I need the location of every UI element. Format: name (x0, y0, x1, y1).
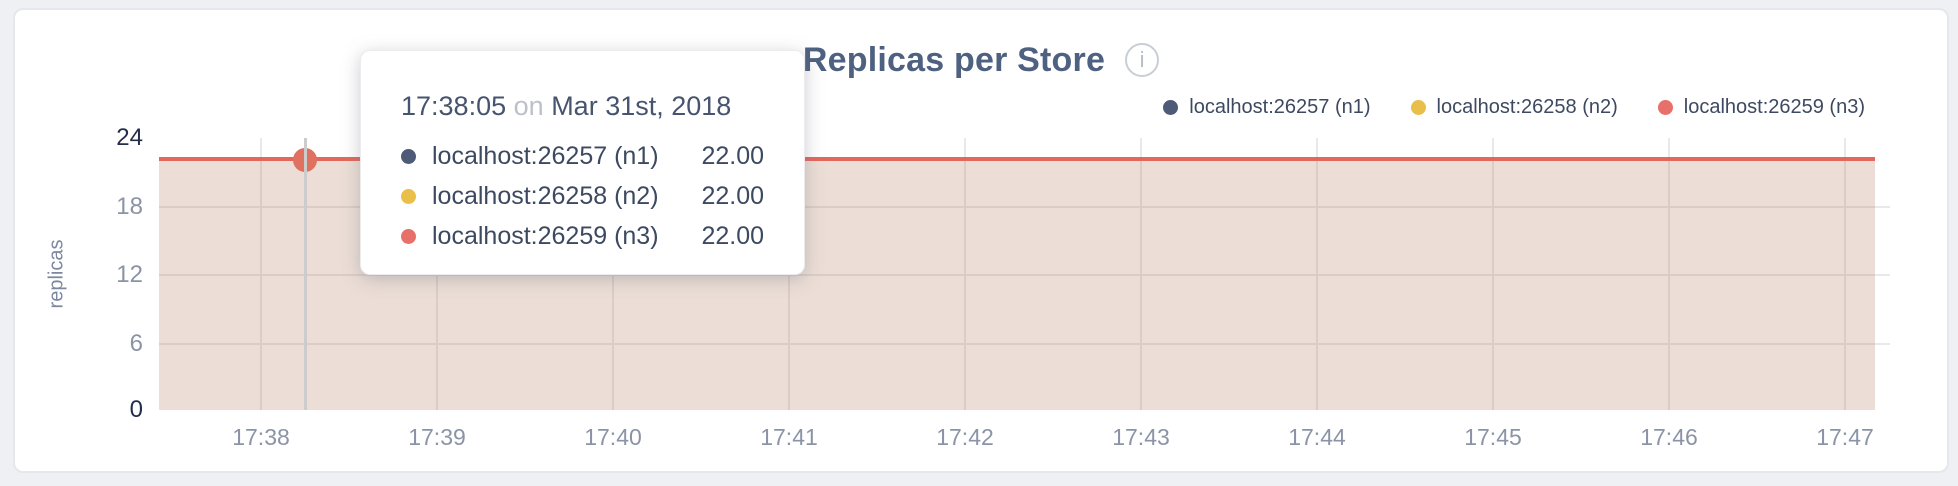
x-tick: 17:43 (1112, 424, 1170, 450)
y-axis-label: replicas (45, 239, 68, 309)
legend-item-n2[interactable]: localhost:26258 (n2) (1410, 95, 1618, 119)
tooltip-row-n1: localhost:26257 (n1) 22.00 (401, 136, 764, 176)
tooltip-conjunction: on (513, 91, 544, 121)
x-tick: 17:38 (232, 424, 290, 450)
gridline-12 (159, 274, 1890, 276)
tooltip-dot-n2-icon (401, 188, 416, 204)
gridline-18 (159, 206, 1890, 208)
legend-label: localhost:26259 (n3) (1683, 95, 1865, 118)
x-tick: 17:42 (936, 424, 994, 450)
x-tick: 17:46 (1640, 424, 1698, 450)
legend-dot-n3-icon (1657, 99, 1673, 115)
gridline-6 (159, 343, 1890, 345)
tooltip-row-n3: localhost:26259 (n3) 22.00 (401, 216, 764, 256)
x-tick: 17:44 (1288, 424, 1346, 450)
series-line (159, 157, 1875, 161)
tooltip-row-n2: localhost:26258 (n2) 22.00 (401, 176, 764, 216)
legend-label: localhost:26258 (n2) (1436, 95, 1618, 118)
legend-item-n3[interactable]: localhost:26259 (n3) (1657, 95, 1865, 119)
tooltip-series-label: localhost:26259 (n3) (432, 221, 659, 250)
tooltip: 17:38:05 on Mar 31st, 2018 localhost:262… (360, 50, 805, 275)
tooltip-dot-n1-icon (401, 148, 416, 164)
legend-item-n1[interactable]: localhost:26257 (n1) (1163, 95, 1371, 119)
tooltip-series-label: localhost:26258 (n2) (432, 181, 659, 210)
tooltip-series-value: 22.00 (701, 221, 764, 250)
info-icon[interactable]: i (1125, 43, 1160, 77)
tooltip-series-label: localhost:26257 (n1) (432, 141, 659, 170)
chart-header: Replicas per Store i (15, 40, 1947, 80)
legend: localhost:26257 (n1) localhost:26258 (n2… (1163, 94, 1865, 120)
chart-card: Replicas per Store i localhost:26257 (n1… (13, 8, 1949, 473)
tooltip-time: 17:38:05 (401, 91, 507, 121)
y-tick-6: 6 (129, 330, 143, 357)
tooltip-timestamp: 17:38:05 on Mar 31st, 2018 (401, 91, 764, 122)
chart-title: Replicas per Store (802, 40, 1106, 79)
y-tick-12: 12 (116, 261, 143, 288)
tooltip-series-value: 22.00 (701, 141, 764, 170)
tooltip-dot-n3-icon (401, 228, 416, 244)
legend-label: localhost:26257 (n1) (1189, 95, 1371, 118)
y-tick-18: 18 (116, 193, 143, 220)
legend-dot-n2-icon (1410, 99, 1426, 115)
x-tick: 17:45 (1464, 424, 1522, 450)
x-tick: 17:39 (408, 424, 466, 450)
hover-guideline (304, 138, 307, 410)
y-tick-24: 24 (116, 124, 143, 151)
legend-dot-n1-icon (1163, 99, 1179, 115)
x-tick: 17:40 (584, 424, 642, 450)
y-tick-0: 0 (129, 396, 143, 423)
tooltip-date: Mar 31st, 2018 (551, 91, 732, 121)
tooltip-series-value: 22.00 (701, 181, 764, 210)
x-tick: 17:41 (760, 424, 818, 450)
x-tick: 17:47 (1816, 424, 1874, 450)
